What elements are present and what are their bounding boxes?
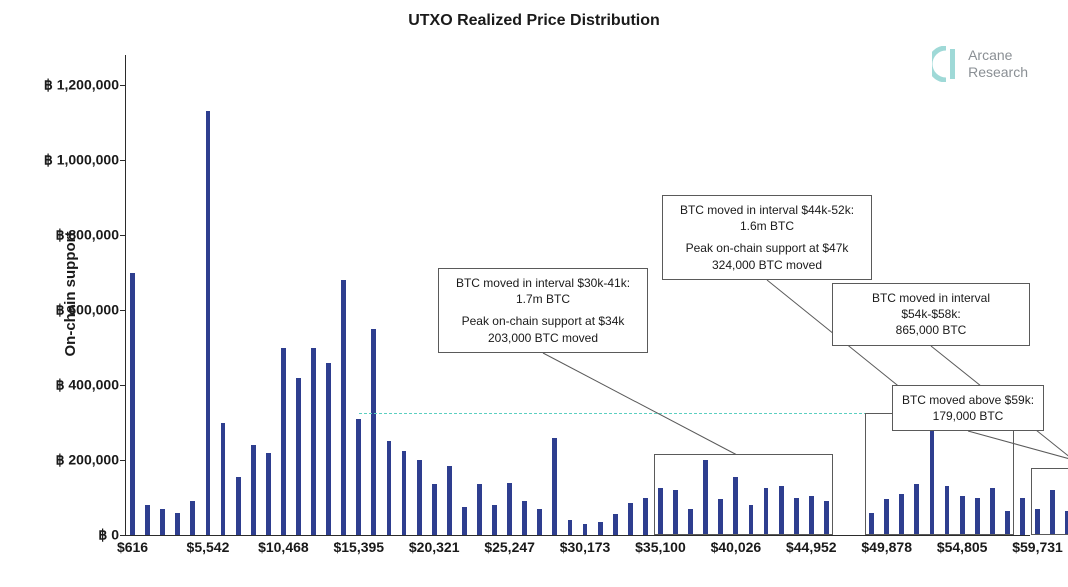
x-tick-label: $25,247 [484, 535, 535, 555]
y-tick-label: ฿ 1,200,000 [44, 77, 125, 94]
x-tick-label: $59,731 [1012, 535, 1063, 555]
chart-title: UTXO Realized Price Distribution [0, 12, 1068, 30]
region-box [1031, 468, 1068, 536]
y-tick-label: ฿ 800,000 [56, 227, 125, 244]
y-tick-label: ฿ 200,000 [56, 452, 125, 469]
callout-connector [125, 55, 1030, 535]
x-tick-label: $5,542 [187, 535, 230, 555]
chart-container: UTXO Realized Price Distribution Arcane … [0, 0, 1068, 587]
plot-area: ฿ 0฿ 200,000฿ 400,000฿ 600,000฿ 800,000฿… [125, 55, 1030, 535]
y-tick-label: ฿ 1,000,000 [44, 152, 125, 169]
y-tick-label: ฿ 400,000 [56, 377, 125, 394]
x-tick-label: $616 [117, 535, 148, 555]
y-axis-label: On-chain support [62, 231, 79, 356]
x-tick-label: $15,395 [333, 535, 384, 555]
x-tick-label: $54,805 [937, 535, 988, 555]
x-tick-label: $49,878 [861, 535, 912, 555]
y-tick-label: ฿ 600,000 [56, 302, 125, 319]
x-tick-label: $35,100 [635, 535, 686, 555]
x-tick-label: $20,321 [409, 535, 460, 555]
x-tick-label: $44,952 [786, 535, 837, 555]
x-tick-label: $40,026 [711, 535, 762, 555]
x-tick-label: $10,468 [258, 535, 309, 555]
x-tick-label: $30,173 [560, 535, 611, 555]
